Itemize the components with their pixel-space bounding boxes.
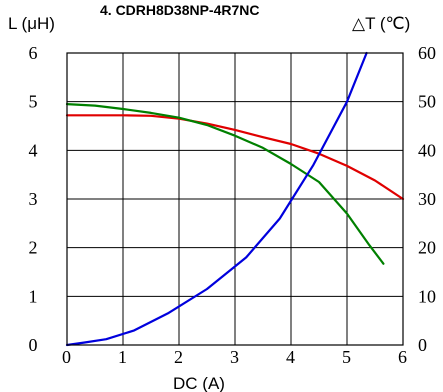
grid xyxy=(67,53,403,345)
y-right-tick-label: 50 xyxy=(418,92,436,112)
y-left-tick-label: 4 xyxy=(29,140,38,160)
y-left-tick-label: 6 xyxy=(29,43,38,63)
plot-frame xyxy=(66,52,404,346)
series-layer xyxy=(65,51,405,347)
y-right-tick-label: 40 xyxy=(418,140,436,160)
y-right-tick-label: 30 xyxy=(418,189,436,209)
y-right-tick-label: 0 xyxy=(418,335,427,355)
y-left-tick-label: 3 xyxy=(29,189,38,209)
x-tick-label: 0 xyxy=(62,347,71,367)
x-tick-label: 5 xyxy=(342,347,351,367)
series-line-1 xyxy=(65,114,405,201)
x-axis-label: DC (A) xyxy=(173,374,225,392)
x-tick-label: 1 xyxy=(118,347,127,367)
y-left-tick-label: 2 xyxy=(29,238,38,258)
y-right-tick-label: 60 xyxy=(418,43,436,63)
y-right-tick-label: 10 xyxy=(418,286,436,306)
y-left-axis-label: L (μH) xyxy=(8,14,55,33)
x-tick-label: 4 xyxy=(286,347,295,367)
series-line-3 xyxy=(65,51,368,347)
y-right-axis-label: △T (℃) xyxy=(352,14,410,33)
x-tick-label: 6 xyxy=(398,347,407,367)
series-line-2 xyxy=(65,102,385,265)
y-left-tick-label: 5 xyxy=(29,92,38,112)
x-ticks: 0 1 2 3 4 5 6 xyxy=(62,347,407,367)
chart-title: 4. CDRH8D38NP-4R7NC xyxy=(100,2,260,18)
y-left-ticks: 0 1 2 3 4 5 6 xyxy=(29,43,38,355)
y-right-ticks: 0 10 20 30 40 50 60 xyxy=(418,43,436,355)
y-left-tick-label: 0 xyxy=(29,335,38,355)
y-left-tick-label: 1 xyxy=(29,286,38,306)
x-tick-label: 3 xyxy=(230,347,239,367)
x-tick-label: 2 xyxy=(174,347,183,367)
y-right-tick-label: 20 xyxy=(418,238,436,258)
